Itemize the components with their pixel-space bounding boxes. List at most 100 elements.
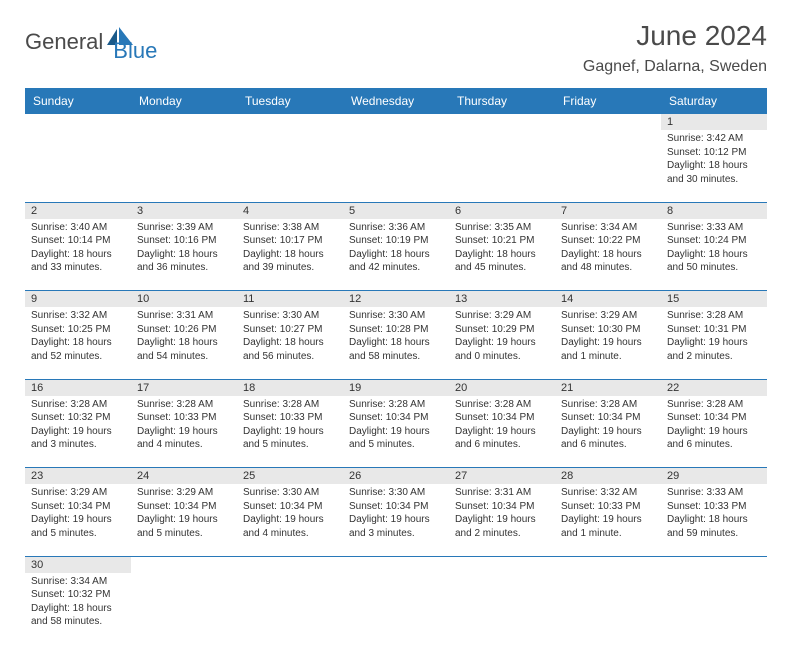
day-number: 8 bbox=[661, 202, 767, 219]
info-line: Sunrise: 3:39 AM bbox=[137, 221, 231, 235]
day-number-row: 1 bbox=[25, 114, 767, 130]
info-line: and 0 minutes. bbox=[455, 350, 549, 364]
calendar-table: Sunday Monday Tuesday Wednesday Thursday… bbox=[25, 88, 767, 645]
info-line: Daylight: 19 hours bbox=[31, 425, 125, 439]
day-number bbox=[449, 556, 555, 573]
info-line: Daylight: 18 hours bbox=[243, 336, 337, 350]
info-line: Sunrise: 3:28 AM bbox=[667, 398, 761, 412]
location: Gagnef, Dalarna, Sweden bbox=[583, 58, 767, 76]
day-number: 9 bbox=[25, 291, 131, 308]
info-line: and 5 minutes. bbox=[349, 438, 443, 452]
info-line: Sunrise: 3:42 AM bbox=[667, 132, 761, 146]
day-number: 14 bbox=[555, 291, 661, 308]
info-line: Sunrise: 3:28 AM bbox=[667, 309, 761, 323]
day-number bbox=[343, 556, 449, 573]
info-line: Daylight: 19 hours bbox=[349, 513, 443, 527]
day-cell bbox=[449, 130, 555, 202]
info-line: Daylight: 18 hours bbox=[455, 248, 549, 262]
info-line: and 5 minutes. bbox=[137, 527, 231, 541]
info-line: Sunset: 10:19 PM bbox=[349, 234, 443, 248]
info-line: Daylight: 19 hours bbox=[455, 336, 549, 350]
day-number: 16 bbox=[25, 379, 131, 396]
info-line: Sunrise: 3:33 AM bbox=[667, 486, 761, 500]
day-cell bbox=[25, 130, 131, 202]
info-line: Sunrise: 3:40 AM bbox=[31, 221, 125, 235]
info-line: and 4 minutes. bbox=[243, 527, 337, 541]
day-number bbox=[449, 114, 555, 130]
day-cell: Sunrise: 3:35 AMSunset: 10:21 PMDaylight… bbox=[449, 219, 555, 291]
info-line: Daylight: 19 hours bbox=[455, 425, 549, 439]
info-line: Daylight: 18 hours bbox=[561, 248, 655, 262]
info-line: Daylight: 19 hours bbox=[561, 336, 655, 350]
day-cell: Sunrise: 3:29 AMSunset: 10:34 PMDaylight… bbox=[131, 484, 237, 556]
header-monday: Monday bbox=[131, 88, 237, 114]
day-cell: Sunrise: 3:30 AMSunset: 10:28 PMDaylight… bbox=[343, 307, 449, 379]
day-cell: Sunrise: 3:36 AMSunset: 10:19 PMDaylight… bbox=[343, 219, 449, 291]
page-title: June 2024 bbox=[583, 20, 767, 52]
day-number: 1 bbox=[661, 114, 767, 130]
calendar-body: 1Sunrise: 3:42 AMSunset: 10:12 PMDayligh… bbox=[25, 114, 767, 645]
day-number: 22 bbox=[661, 379, 767, 396]
info-line: Sunset: 10:25 PM bbox=[31, 323, 125, 337]
day-cell: Sunrise: 3:31 AMSunset: 10:34 PMDaylight… bbox=[449, 484, 555, 556]
day-cell: Sunrise: 3:28 AMSunset: 10:33 PMDaylight… bbox=[131, 396, 237, 468]
info-line: Sunrise: 3:29 AM bbox=[31, 486, 125, 500]
info-line: Daylight: 19 hours bbox=[455, 513, 549, 527]
info-line: Sunrise: 3:28 AM bbox=[137, 398, 231, 412]
day-number: 21 bbox=[555, 379, 661, 396]
day-cell bbox=[343, 130, 449, 202]
header-tuesday: Tuesday bbox=[237, 88, 343, 114]
day-cell: Sunrise: 3:28 AMSunset: 10:34 PMDaylight… bbox=[555, 396, 661, 468]
day-number: 30 bbox=[25, 556, 131, 573]
info-line: and 5 minutes. bbox=[31, 527, 125, 541]
day-cell: Sunrise: 3:34 AMSunset: 10:22 PMDaylight… bbox=[555, 219, 661, 291]
day-number: 5 bbox=[343, 202, 449, 219]
info-line: Daylight: 19 hours bbox=[561, 425, 655, 439]
day-number bbox=[661, 556, 767, 573]
info-line: and 39 minutes. bbox=[243, 261, 337, 275]
info-line: Daylight: 18 hours bbox=[349, 248, 443, 262]
info-line: Daylight: 19 hours bbox=[349, 425, 443, 439]
info-line: and 58 minutes. bbox=[349, 350, 443, 364]
day-cell: Sunrise: 3:28 AMSunset: 10:31 PMDaylight… bbox=[661, 307, 767, 379]
info-line: Sunrise: 3:28 AM bbox=[349, 398, 443, 412]
info-line: Sunset: 10:22 PM bbox=[561, 234, 655, 248]
info-line: Daylight: 19 hours bbox=[31, 513, 125, 527]
info-line: Sunset: 10:29 PM bbox=[455, 323, 549, 337]
info-line: Daylight: 19 hours bbox=[243, 513, 337, 527]
day-number: 3 bbox=[131, 202, 237, 219]
day-cell: Sunrise: 3:30 AMSunset: 10:34 PMDaylight… bbox=[237, 484, 343, 556]
day-number-row: 16171819202122 bbox=[25, 379, 767, 396]
day-cell: Sunrise: 3:40 AMSunset: 10:14 PMDaylight… bbox=[25, 219, 131, 291]
info-line: Sunrise: 3:29 AM bbox=[455, 309, 549, 323]
info-line: and 30 minutes. bbox=[667, 173, 761, 187]
day-cell bbox=[237, 573, 343, 645]
day-number-row: 9101112131415 bbox=[25, 291, 767, 308]
info-line: and 42 minutes. bbox=[349, 261, 443, 275]
day-cell: Sunrise: 3:28 AMSunset: 10:34 PMDaylight… bbox=[343, 396, 449, 468]
info-line: and 50 minutes. bbox=[667, 261, 761, 275]
day-cell: Sunrise: 3:29 AMSunset: 10:34 PMDaylight… bbox=[25, 484, 131, 556]
info-line: Daylight: 18 hours bbox=[31, 248, 125, 262]
info-line: Sunset: 10:27 PM bbox=[243, 323, 337, 337]
info-line: and 2 minutes. bbox=[455, 527, 549, 541]
day-cell: Sunrise: 3:31 AMSunset: 10:26 PMDaylight… bbox=[131, 307, 237, 379]
info-line: Daylight: 19 hours bbox=[243, 425, 337, 439]
day-number bbox=[237, 114, 343, 130]
info-line: Sunset: 10:34 PM bbox=[667, 411, 761, 425]
info-line: Sunset: 10:34 PM bbox=[243, 500, 337, 514]
day-number: 7 bbox=[555, 202, 661, 219]
info-line: and 6 minutes. bbox=[455, 438, 549, 452]
day-number-row: 23242526272829 bbox=[25, 468, 767, 485]
info-line: and 5 minutes. bbox=[243, 438, 337, 452]
day-number: 11 bbox=[237, 291, 343, 308]
day-number: 13 bbox=[449, 291, 555, 308]
info-line: Sunset: 10:34 PM bbox=[561, 411, 655, 425]
day-number bbox=[25, 114, 131, 130]
info-line: Sunset: 10:28 PM bbox=[349, 323, 443, 337]
day-cell: Sunrise: 3:38 AMSunset: 10:17 PMDaylight… bbox=[237, 219, 343, 291]
header: General Blue June 2024 Gagnef, Dalarna, … bbox=[25, 20, 767, 76]
day-cell: Sunrise: 3:33 AMSunset: 10:33 PMDaylight… bbox=[661, 484, 767, 556]
day-info-row: Sunrise: 3:28 AMSunset: 10:32 PMDaylight… bbox=[25, 396, 767, 468]
info-line: and 1 minute. bbox=[561, 350, 655, 364]
